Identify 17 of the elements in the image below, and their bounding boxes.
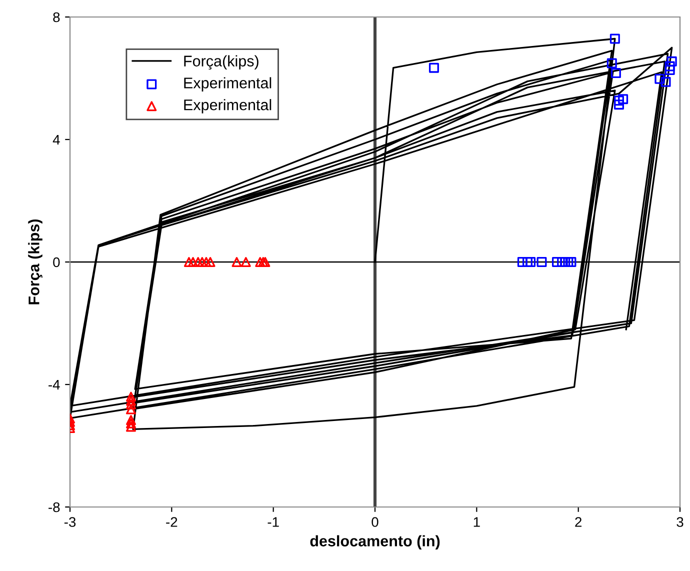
y-tick-label: -8 bbox=[48, 502, 60, 512]
x-tick-label: -1 bbox=[268, 517, 279, 527]
legend-label: Experimental bbox=[184, 99, 272, 114]
y-tick-label: 8 bbox=[53, 12, 60, 22]
y-tick-label: -4 bbox=[48, 380, 60, 390]
y-tick-label: 0 bbox=[53, 257, 60, 268]
y-tick-label: 4 bbox=[52, 134, 60, 145]
x-tick-label: 0 bbox=[372, 517, 378, 527]
x-axis-title: deslocamento (in) bbox=[310, 535, 440, 550]
x-tick-label: 2 bbox=[575, 517, 582, 527]
x-tick-label: 3 bbox=[676, 517, 684, 527]
legend-label: Força(kips) bbox=[184, 55, 258, 70]
x-tick-label: 1 bbox=[474, 517, 480, 527]
y-axis-title: Força (kips) bbox=[28, 219, 42, 304]
x-tick-label: -3 bbox=[64, 517, 76, 527]
x-tick-label: -2 bbox=[166, 517, 178, 527]
legend-label: Experimental bbox=[184, 77, 272, 92]
